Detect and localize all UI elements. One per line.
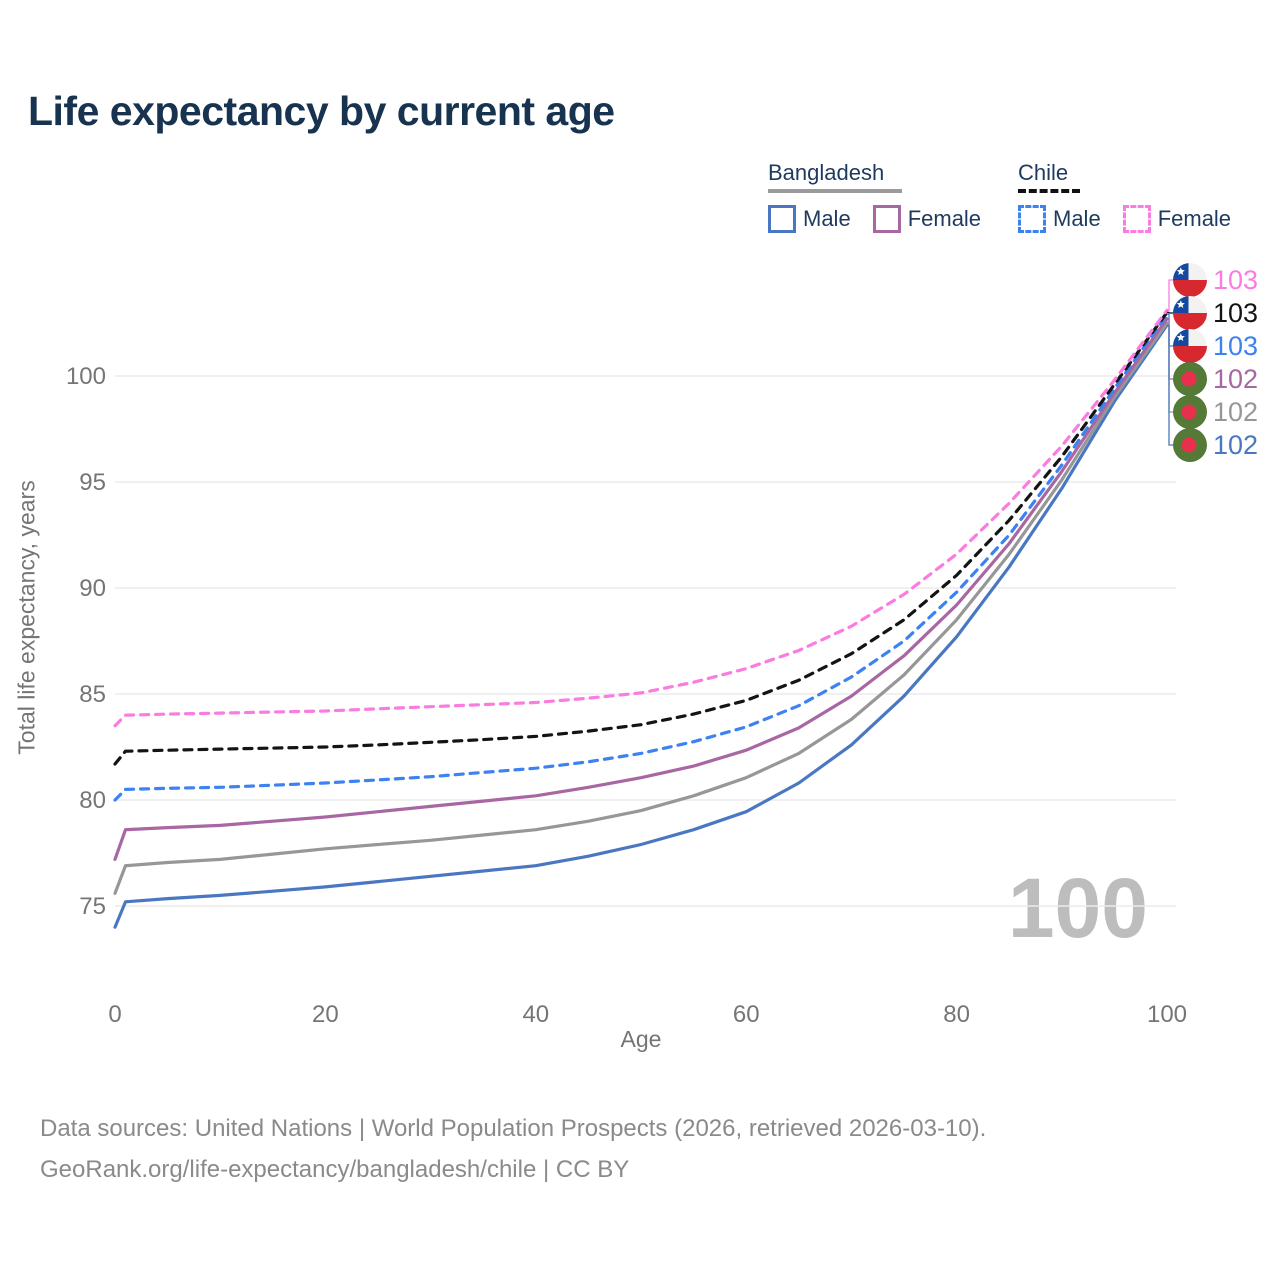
y-tick-label: 85	[79, 681, 106, 708]
end-label-value: 103	[1213, 330, 1259, 361]
legend-group-title: Chile	[1018, 160, 1069, 185]
end-label-chile-female: 103	[1173, 263, 1258, 297]
footer-url-line: GeoRank.org/life-expectancy/bangladesh/c…	[40, 1156, 630, 1183]
x-tick-label: 20	[312, 1001, 339, 1028]
end-label-chile: 103	[1173, 296, 1258, 330]
y-tick-label: 80	[79, 787, 106, 814]
legend-row: Male Female	[1018, 205, 1253, 233]
end-label-value: 102	[1213, 429, 1259, 460]
series-line-bangladesh-male[interactable]	[113, 323, 1169, 929]
end-label-value: 102	[1213, 363, 1259, 394]
bangladesh-flag-icon	[1173, 362, 1207, 396]
legend-swatch-icon[interactable]	[1122, 205, 1151, 233]
end-label-chile-male: 103	[1173, 329, 1258, 363]
footer-sources-line: Data sources: United Nations | World Pop…	[40, 1115, 987, 1142]
end-label-connector	[1167, 279, 1174, 311]
legend-item-label: Female	[907, 206, 982, 231]
y-tick-label: 90	[79, 575, 106, 602]
end-label-value: 103	[1213, 297, 1259, 328]
legend-underline-solid	[768, 189, 902, 193]
end-label-value: 103	[1213, 264, 1259, 295]
bangladesh-flag-icon	[1173, 395, 1207, 429]
x-tick-label: 0	[108, 1001, 121, 1028]
footer: Data sources: United Nations | World Pop…	[40, 1108, 986, 1190]
legend-item-label: Male	[803, 206, 851, 231]
legend-swatch-icon[interactable]	[1018, 205, 1046, 233]
x-axis-title: Age	[620, 1026, 662, 1052]
legend-item-bangladesh-male[interactable]: Male	[768, 205, 851, 233]
series-line-chile-male[interactable]	[113, 312, 1169, 802]
chile-flag-icon	[1173, 329, 1207, 363]
legend-row: Male Female	[768, 205, 1003, 233]
series-line-bangladesh-female[interactable]	[113, 317, 1169, 862]
legend-item-chile-male[interactable]: Male	[1018, 205, 1101, 233]
x-tick-label: 60	[733, 1001, 760, 1028]
page-title: Life expectancy by current age	[28, 88, 615, 134]
end-label-connector	[1167, 311, 1174, 314]
legend: Bangladesh Chile Male Female Male	[768, 160, 1248, 250]
series-line-bangladesh[interactable]	[113, 321, 1169, 895]
end-label-bangladesh: 102	[1173, 395, 1258, 429]
legend-group-chile: Chile	[1018, 160, 1080, 193]
legend-item-chile-female[interactable]: Female	[1122, 205, 1232, 233]
end-label-bangladesh-female: 102	[1173, 362, 1258, 396]
series-line-chile-female[interactable]	[113, 308, 1169, 728]
y-tick-label: 100	[66, 363, 106, 390]
age-counter-watermark: 100	[1007, 861, 1148, 955]
end-label-bangladesh-male: 102	[1173, 428, 1258, 462]
x-tick-label: 40	[522, 1001, 549, 1028]
end-label-connector	[1167, 324, 1174, 446]
chile-flag-icon	[1173, 296, 1207, 330]
chile-flag-icon	[1173, 263, 1207, 297]
legend-item-bangladesh-female[interactable]: Female	[872, 205, 982, 233]
series-line-chile[interactable]	[113, 310, 1169, 766]
end-label-value: 102	[1213, 396, 1259, 427]
legend-swatch-icon[interactable]	[872, 205, 901, 233]
y-tick-label: 95	[79, 469, 106, 496]
legend-item-label: Female	[1157, 206, 1232, 231]
legend-group-title: Bangladesh	[768, 160, 885, 185]
y-tick-label: 75	[79, 893, 106, 920]
legend-underline-dashed	[1018, 189, 1080, 193]
legend-swatch-icon[interactable]	[768, 205, 796, 233]
x-tick-label: 80	[943, 1001, 970, 1028]
legend-item-label: Male	[1053, 206, 1101, 231]
x-tick-label: 100	[1147, 1001, 1187, 1028]
bangladesh-flag-icon	[1173, 428, 1207, 462]
legend-group-bangladesh: Bangladesh	[768, 160, 902, 193]
